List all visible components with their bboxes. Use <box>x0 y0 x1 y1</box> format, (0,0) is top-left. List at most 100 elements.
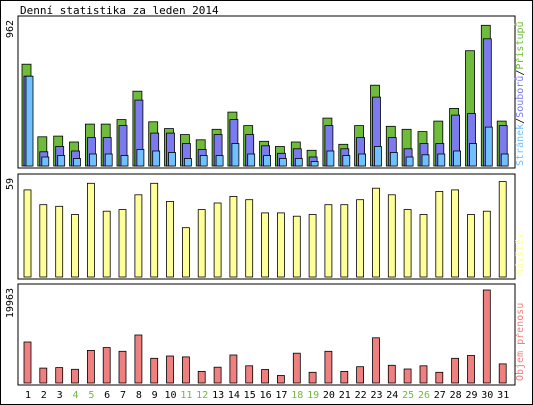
bar-volume-day-4 <box>71 368 79 384</box>
x-tick-label-day-31: 31 <box>497 390 509 401</box>
legend-separator: / <box>515 118 526 124</box>
bar-stránek-day-10 <box>168 152 176 167</box>
bar-stránek-day-6 <box>104 153 113 167</box>
bar-volume-day-19 <box>308 371 317 384</box>
bar-volume-day-12 <box>197 370 206 384</box>
bar-visits-day-17 <box>276 212 285 278</box>
bar-visits-day-8 <box>134 194 143 278</box>
bar-stránek-day-14 <box>231 143 240 167</box>
bar-stránek-day-13 <box>215 155 224 167</box>
bar-visits-day-5 <box>87 182 95 278</box>
bar-visits-day-10 <box>166 200 174 278</box>
bar-stránek-day-24 <box>389 152 398 167</box>
bar-volume-day-18 <box>292 352 301 384</box>
bar-visits-day-29 <box>467 214 475 278</box>
x-tick-label-day-2: 2 <box>41 390 47 401</box>
bar-volume-day-8 <box>134 334 143 384</box>
legend-entry-objem-přenosu: Objem přenosu <box>514 303 526 381</box>
bar-visits-day-13 <box>213 202 222 278</box>
bar-stránek-day-15 <box>247 153 256 167</box>
bar-stránek-day-19 <box>310 161 319 167</box>
x-tick-label-day-18: 18 <box>291 390 303 401</box>
bar-volume-day-2 <box>39 367 48 384</box>
x-tick-label-day-24: 24 <box>386 390 398 401</box>
bar-stránek-day-16 <box>263 155 272 167</box>
x-tick-label-day-23: 23 <box>370 390 382 401</box>
bar-volume-day-9 <box>150 357 159 384</box>
bar-volume-day-7 <box>118 350 127 384</box>
legend-entry-přístupů: Přístupů <box>514 21 526 69</box>
x-tick-label-day-15: 15 <box>244 390 256 401</box>
bar-stránek-day-29 <box>469 143 477 167</box>
max-label-volume: 19963 <box>5 288 16 318</box>
legend-traffic: Stránek/Souborů/Přístupů <box>514 21 526 166</box>
bar-visits-day-9 <box>150 182 159 278</box>
x-tick-label-day-20: 20 <box>323 390 335 401</box>
bar-volume-day-15 <box>245 365 254 384</box>
bar-visits-day-3 <box>55 205 64 278</box>
bar-stránek-day-11 <box>183 158 192 167</box>
chart-title: Denní statistika za leden 2014 <box>20 4 219 17</box>
x-tick-label-day-7: 7 <box>120 390 126 401</box>
bar-visits-day-2 <box>39 204 48 278</box>
legend-entry-souborů: Souborů <box>514 76 526 118</box>
panel-frame-volume <box>17 283 516 386</box>
bar-stránek-day-27 <box>437 153 446 167</box>
bar-stránek-day-4 <box>73 158 81 167</box>
panel-frame-visits <box>17 173 516 280</box>
bar-stránek-day-5 <box>89 153 97 167</box>
bar-volume-day-1 <box>23 341 32 384</box>
bar-volume-day-22 <box>356 366 365 384</box>
bar-volume-day-13 <box>213 366 222 384</box>
legend-volume: Objem přenosu <box>514 303 526 381</box>
x-tick-label-day-25: 25 <box>402 390 414 401</box>
bar-stránek-day-7 <box>120 155 129 167</box>
bar-stránek-day-3 <box>57 155 66 167</box>
bar-visits-day-16 <box>261 212 270 278</box>
x-tick-label-day-26: 26 <box>418 390 430 401</box>
bar-stránek-day-8 <box>136 149 145 167</box>
x-tick-label-day-16: 16 <box>260 390 272 401</box>
bar-volume-day-21 <box>340 370 349 384</box>
x-tick-label-day-3: 3 <box>57 390 63 401</box>
bar-stránek-day-9 <box>152 150 161 167</box>
bar-visits-day-18 <box>292 215 301 278</box>
bar-stránek-day-26 <box>421 154 430 167</box>
bar-visits-day-11 <box>181 227 190 278</box>
bar-volume-day-27 <box>435 371 444 384</box>
bar-visits-day-26 <box>419 214 428 278</box>
x-tick-label-day-19: 19 <box>307 390 319 401</box>
x-tick-label-day-11: 11 <box>180 390 192 401</box>
bar-stránek-day-2 <box>41 156 50 167</box>
max-label-traffic: 962 <box>5 20 16 38</box>
bar-visits-day-24 <box>387 194 396 278</box>
x-tick-label-day-1: 1 <box>25 390 31 401</box>
bar-volume-day-16 <box>261 369 270 384</box>
bar-volume-day-23 <box>372 337 380 384</box>
bar-visits-day-15 <box>245 199 254 278</box>
bar-volume-day-5 <box>87 349 95 384</box>
bar-visits-day-20 <box>324 204 333 278</box>
bar-stránek-day-18 <box>294 158 303 167</box>
bar-stránek-day-21 <box>342 155 351 167</box>
legend-visits: Návštěv <box>514 233 526 275</box>
x-tick-label-day-17: 17 <box>275 390 287 401</box>
bar-stránek-day-23 <box>374 146 382 167</box>
bar-volume-day-14 <box>229 354 238 384</box>
bar-volume-day-29 <box>467 355 475 384</box>
bar-visits-day-19 <box>308 214 317 278</box>
x-tick-label-day-27: 27 <box>434 390 446 401</box>
bar-visits-day-4 <box>71 214 79 278</box>
x-tick-label-day-4: 4 <box>72 390 78 401</box>
x-tick-label-day-13: 13 <box>212 390 224 401</box>
x-tick-label-day-28: 28 <box>450 390 462 401</box>
bar-volume-day-17 <box>276 375 285 384</box>
bar-stránek-day-22 <box>358 153 367 167</box>
bar-visits-day-27 <box>435 191 444 278</box>
bar-visits-day-6 <box>102 210 111 278</box>
bar-visits-day-30 <box>482 210 491 278</box>
bar-stránek-day-30 <box>484 126 493 167</box>
bar-stránek-day-17 <box>278 158 287 167</box>
x-tick-label-day-14: 14 <box>228 390 240 401</box>
